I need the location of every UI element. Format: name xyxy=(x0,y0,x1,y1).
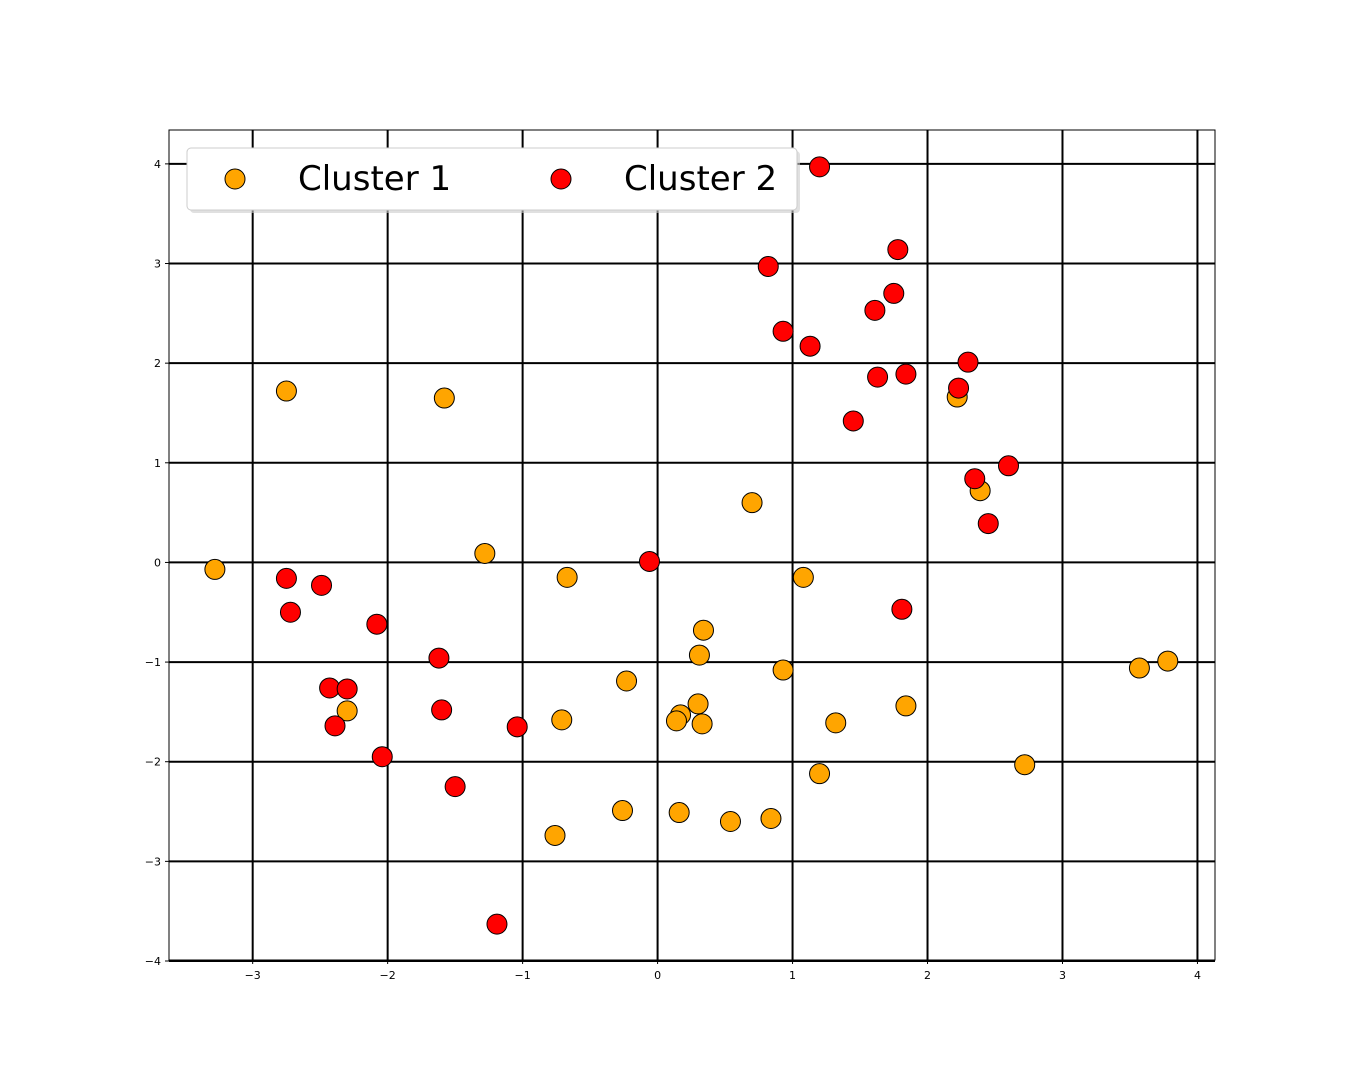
cluster-1-point xyxy=(611,800,633,822)
cluster-1-point xyxy=(691,713,713,735)
cluster-1-point xyxy=(551,709,573,731)
x-tick-label: −2 xyxy=(380,969,396,982)
cluster-2-point xyxy=(891,598,913,620)
cluster-1-point xyxy=(688,644,710,666)
y-tick-label: 0 xyxy=(154,556,161,569)
x-tick-label: −1 xyxy=(515,969,531,982)
cluster-1-point xyxy=(687,693,709,715)
cluster-2-point xyxy=(506,716,528,738)
cluster-1-point xyxy=(1157,650,1179,672)
legend-marker-cluster-2 xyxy=(550,168,572,190)
cluster-1-point xyxy=(692,619,714,641)
legend-label-cluster-1: Cluster 1 xyxy=(298,159,451,199)
cluster-2-point xyxy=(428,647,450,669)
cluster-1-point xyxy=(741,492,763,514)
x-tick-label: 4 xyxy=(1194,969,1201,982)
cluster-1-point xyxy=(433,387,455,409)
cluster-2-point xyxy=(336,678,358,700)
cluster-2-point xyxy=(772,320,794,342)
cluster-2-point xyxy=(997,455,1019,477)
cluster-2-point xyxy=(275,567,297,589)
legend-box xyxy=(186,147,798,211)
cluster-2-point xyxy=(883,282,905,304)
cluster-1-point xyxy=(719,811,741,833)
legend-marker-cluster-1 xyxy=(224,168,246,190)
cluster-2-point xyxy=(279,601,301,623)
cluster-1-point xyxy=(1128,657,1150,679)
cluster-2-point xyxy=(319,677,341,699)
cluster-2-point xyxy=(867,366,889,388)
y-tick-label: 4 xyxy=(154,158,161,171)
cluster-1-point xyxy=(792,566,814,588)
cluster-2-point xyxy=(957,351,979,373)
cluster-1-point xyxy=(556,566,578,588)
cluster-1-point xyxy=(809,763,831,785)
y-tick-label: 1 xyxy=(154,457,161,470)
cluster-2-point xyxy=(948,377,970,399)
cluster-2-point xyxy=(864,299,886,321)
x-tick-label: 1 xyxy=(789,969,796,982)
cluster-2-point xyxy=(638,550,660,572)
cluster-2-point xyxy=(964,468,986,490)
cluster-1-point xyxy=(275,380,297,402)
cluster-1-point xyxy=(616,670,638,692)
cluster-2-point xyxy=(431,699,453,721)
cluster-2-point xyxy=(371,746,393,768)
cluster-2-point xyxy=(842,410,864,432)
y-tick-label: 3 xyxy=(154,258,161,271)
cluster-2-point xyxy=(324,715,346,737)
cluster-1-point xyxy=(204,558,226,580)
cluster-1-point xyxy=(336,700,358,722)
y-tick-label: 2 xyxy=(154,357,161,370)
cluster-1-point xyxy=(760,808,782,830)
x-tick-label: −3 xyxy=(245,969,261,982)
cluster-1-point xyxy=(544,824,566,846)
cluster-2-point xyxy=(895,363,917,385)
cluster-1-point xyxy=(895,695,917,717)
cluster-2-point xyxy=(799,335,821,357)
cluster-2-point xyxy=(366,613,388,635)
cluster-2-point xyxy=(977,513,999,535)
x-tick-label: 2 xyxy=(924,969,931,982)
cluster-2-point xyxy=(757,256,779,278)
cluster-2-point xyxy=(809,156,831,178)
axes-frame xyxy=(168,129,1216,961)
cluster-2-point xyxy=(311,574,333,596)
legend-label-cluster-2: Cluster 2 xyxy=(624,159,777,199)
cluster-2-point xyxy=(444,776,466,798)
y-tick-label: −3 xyxy=(145,855,161,868)
x-tick-label: 3 xyxy=(1059,969,1066,982)
y-tick-label: −2 xyxy=(145,756,161,769)
y-tick-label: −1 xyxy=(145,656,161,669)
cluster-1-point xyxy=(1014,754,1036,776)
cluster-1-point xyxy=(668,802,690,824)
cluster-1-point xyxy=(665,710,687,732)
cluster-1-point xyxy=(474,542,496,564)
cluster-2-point xyxy=(486,913,508,935)
cluster-1-point xyxy=(772,659,794,681)
x-tick-label: 0 xyxy=(654,969,661,982)
cluster-1-point xyxy=(825,712,847,734)
y-tick-label: −4 xyxy=(145,955,161,968)
cluster-2-point xyxy=(887,239,909,261)
